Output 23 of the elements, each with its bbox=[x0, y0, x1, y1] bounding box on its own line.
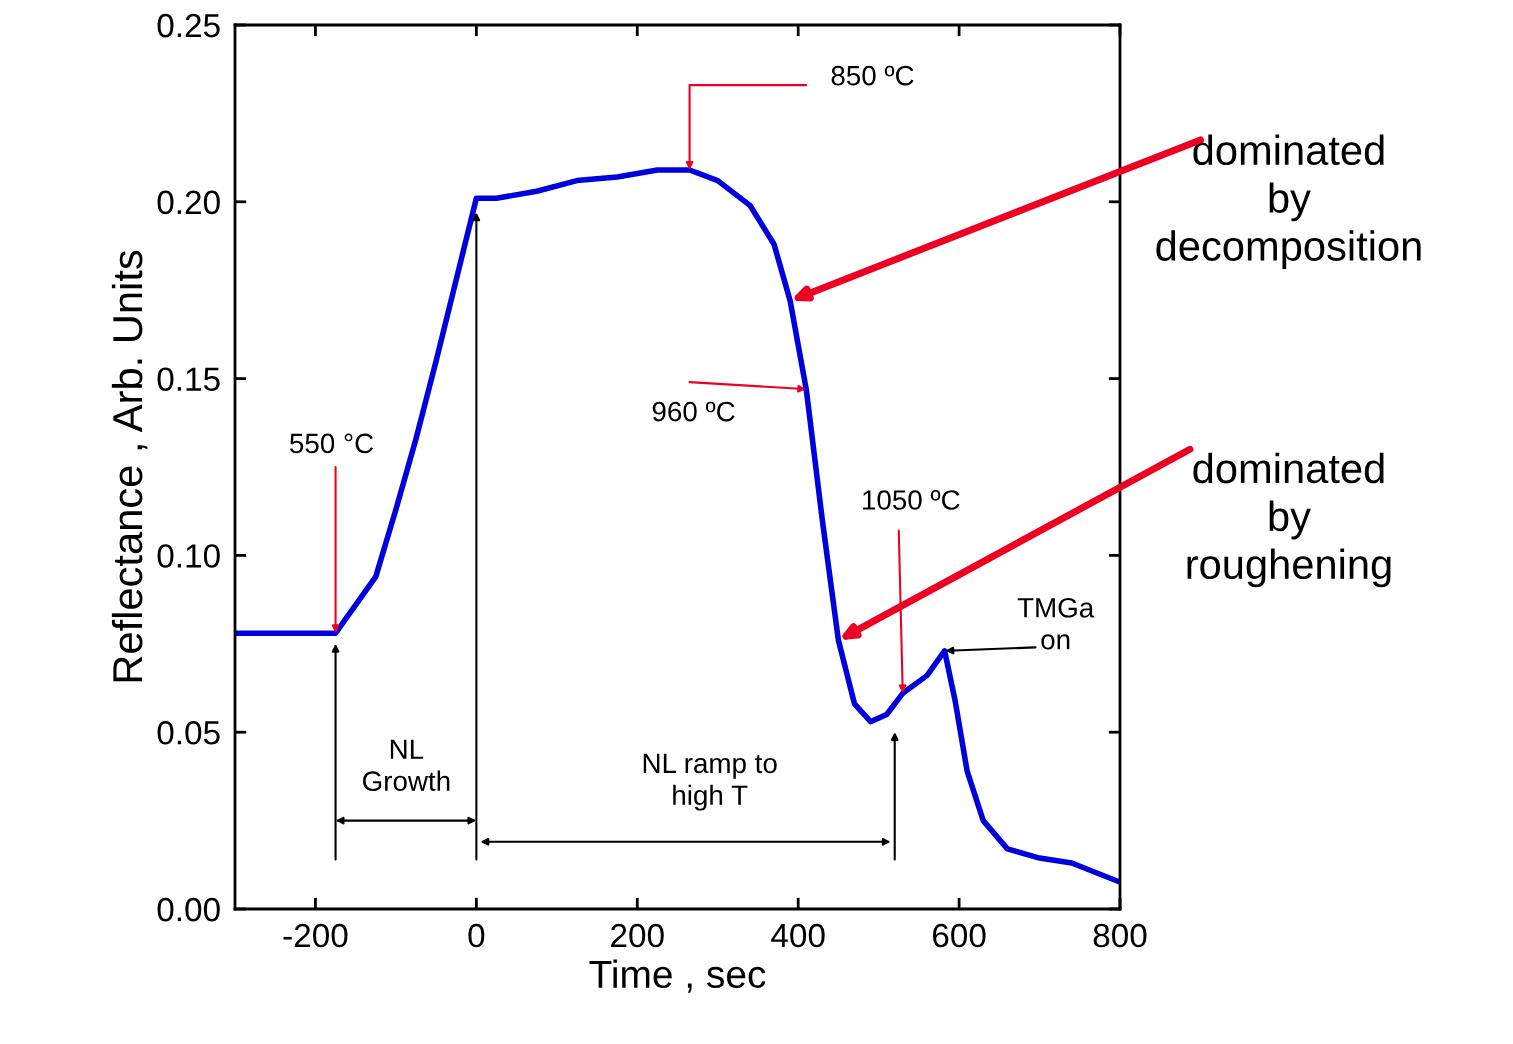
x-tick-label: 600 bbox=[932, 923, 986, 948]
annotation: 550 °C bbox=[290, 433, 374, 454]
y-tick-label: 0.25 bbox=[157, 13, 220, 38]
x-tick-label: -200 bbox=[283, 923, 348, 948]
y-tick-label: 0.15 bbox=[157, 367, 220, 392]
y-tick-label: 0.05 bbox=[157, 721, 220, 745]
annotation: TMGa on bbox=[1017, 597, 1095, 650]
x-tick-label: 400 bbox=[771, 923, 825, 948]
y-tick-label: 0.00 bbox=[157, 897, 220, 922]
annotation: 960 ºC bbox=[652, 401, 735, 422]
x-tick-label: 800 bbox=[1093, 923, 1147, 948]
y-tick-label: 0.20 bbox=[157, 190, 220, 215]
y-axis-title: Reflectance , Arb. Units bbox=[111, 250, 148, 682]
annotation: 850 ºC bbox=[831, 65, 914, 86]
x-tick-label: 200 bbox=[611, 923, 664, 948]
x-axis-title: Time , sec bbox=[589, 959, 766, 993]
y-tick-label: 0.10 bbox=[157, 544, 220, 568]
x-tick-label: 0 bbox=[468, 923, 485, 948]
annotation: 1050 ºC bbox=[863, 490, 960, 510]
annotation: dominated by decomposition bbox=[1156, 134, 1421, 270]
annotation: NL ramp to high T bbox=[643, 753, 777, 811]
annotation: dominated by roughening bbox=[1187, 452, 1391, 588]
annotation: NL Growth bbox=[363, 739, 450, 791]
